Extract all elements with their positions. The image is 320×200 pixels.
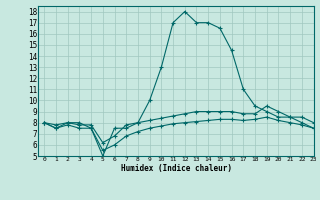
X-axis label: Humidex (Indice chaleur): Humidex (Indice chaleur) <box>121 164 231 173</box>
